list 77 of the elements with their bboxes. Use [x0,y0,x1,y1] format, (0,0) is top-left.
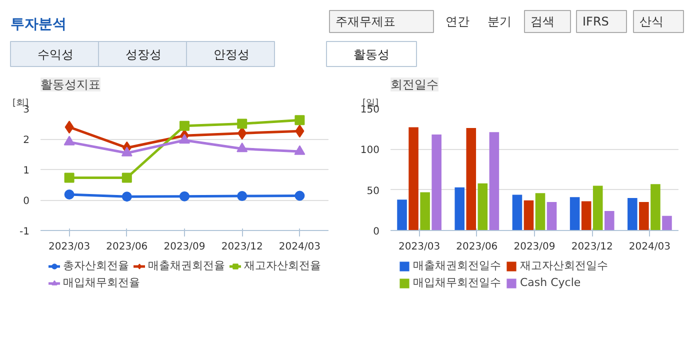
x-tick-label: 2024/03 [628,242,670,252]
x-tick-label: 2023/12 [571,242,613,252]
text: 안정성 [214,48,250,62]
text: 분기 [488,14,512,28]
point [64,120,74,134]
bar [454,187,465,230]
point [237,191,248,202]
bar [432,134,442,230]
bar [478,183,488,230]
legend-label: 매입채무회전율 [63,275,140,290]
x-tick-label: 2024/03 [278,242,320,252]
bar [420,192,430,230]
legend-label: Cash Cycle [520,276,581,289]
text: 산식 [640,14,664,28]
bar [592,186,603,230]
text: 성장성 [126,48,162,62]
y-tick-label: 0 [373,226,380,238]
bar [604,210,614,230]
bar [570,197,580,230]
x-tick-label: 2023/12 [221,242,263,252]
x-tick-label: 2023/09 [514,242,556,252]
point [64,172,74,183]
point [236,142,248,152]
bar [466,128,476,230]
legend-label: 매입채무회전일수 [413,275,501,290]
bar [397,200,407,230]
point [294,115,305,126]
x-tick-label: 2023/03 [48,242,90,252]
y-tick-label: -1 [20,226,30,238]
point [238,126,247,140]
legend-label: 매출채권회전일수 [413,258,501,273]
point [121,146,132,156]
point [295,124,304,138]
point [179,134,190,144]
point [294,145,306,155]
point [64,136,75,146]
point [122,192,132,202]
bar [408,127,418,230]
bar [662,216,672,230]
bar [628,198,638,230]
text: 검색 [530,14,554,28]
y-tick-label: 0 [23,196,30,207]
y-tick-label: 1 [23,166,30,176]
text: 연간 [446,14,470,28]
x-tick-label: 2023/03 [398,242,440,252]
point [122,172,132,183]
bar [546,202,557,230]
bar [489,132,500,230]
text: 투자분석 [10,16,66,32]
x-tick-label: 2023/09 [164,242,206,252]
text: 주재무제표 [336,14,396,28]
bar [650,184,660,230]
legend-label: 총자산회전율 [63,258,129,273]
legend-label: 재고자산회전율 [244,258,321,273]
text: IFRS [582,14,609,28]
y-tick-label: 2 [23,135,30,146]
bar [512,194,522,230]
y-tick-label: 3 [23,104,30,116]
chart-title: 활동성지표 [40,78,100,92]
point [64,190,74,200]
point [294,190,305,201]
point [180,191,190,202]
y-tick-label: 100 [360,145,380,156]
bar [639,202,649,230]
point [237,118,248,129]
bar [581,201,592,230]
x-tick-label: 2023/06 [456,242,498,252]
legend-label: 매출채권회전율 [148,258,225,273]
legend-label: 재고자산회전일수 [520,258,608,273]
x-tick-label: 2023/06 [106,242,148,252]
text: 활동성 [354,48,390,62]
bar [524,200,534,230]
chart-title: 회전일수 [390,78,438,92]
y-tick-label: 50 [366,186,380,197]
bar [535,193,546,230]
point [180,120,190,131]
text: 수익성 [38,48,74,62]
